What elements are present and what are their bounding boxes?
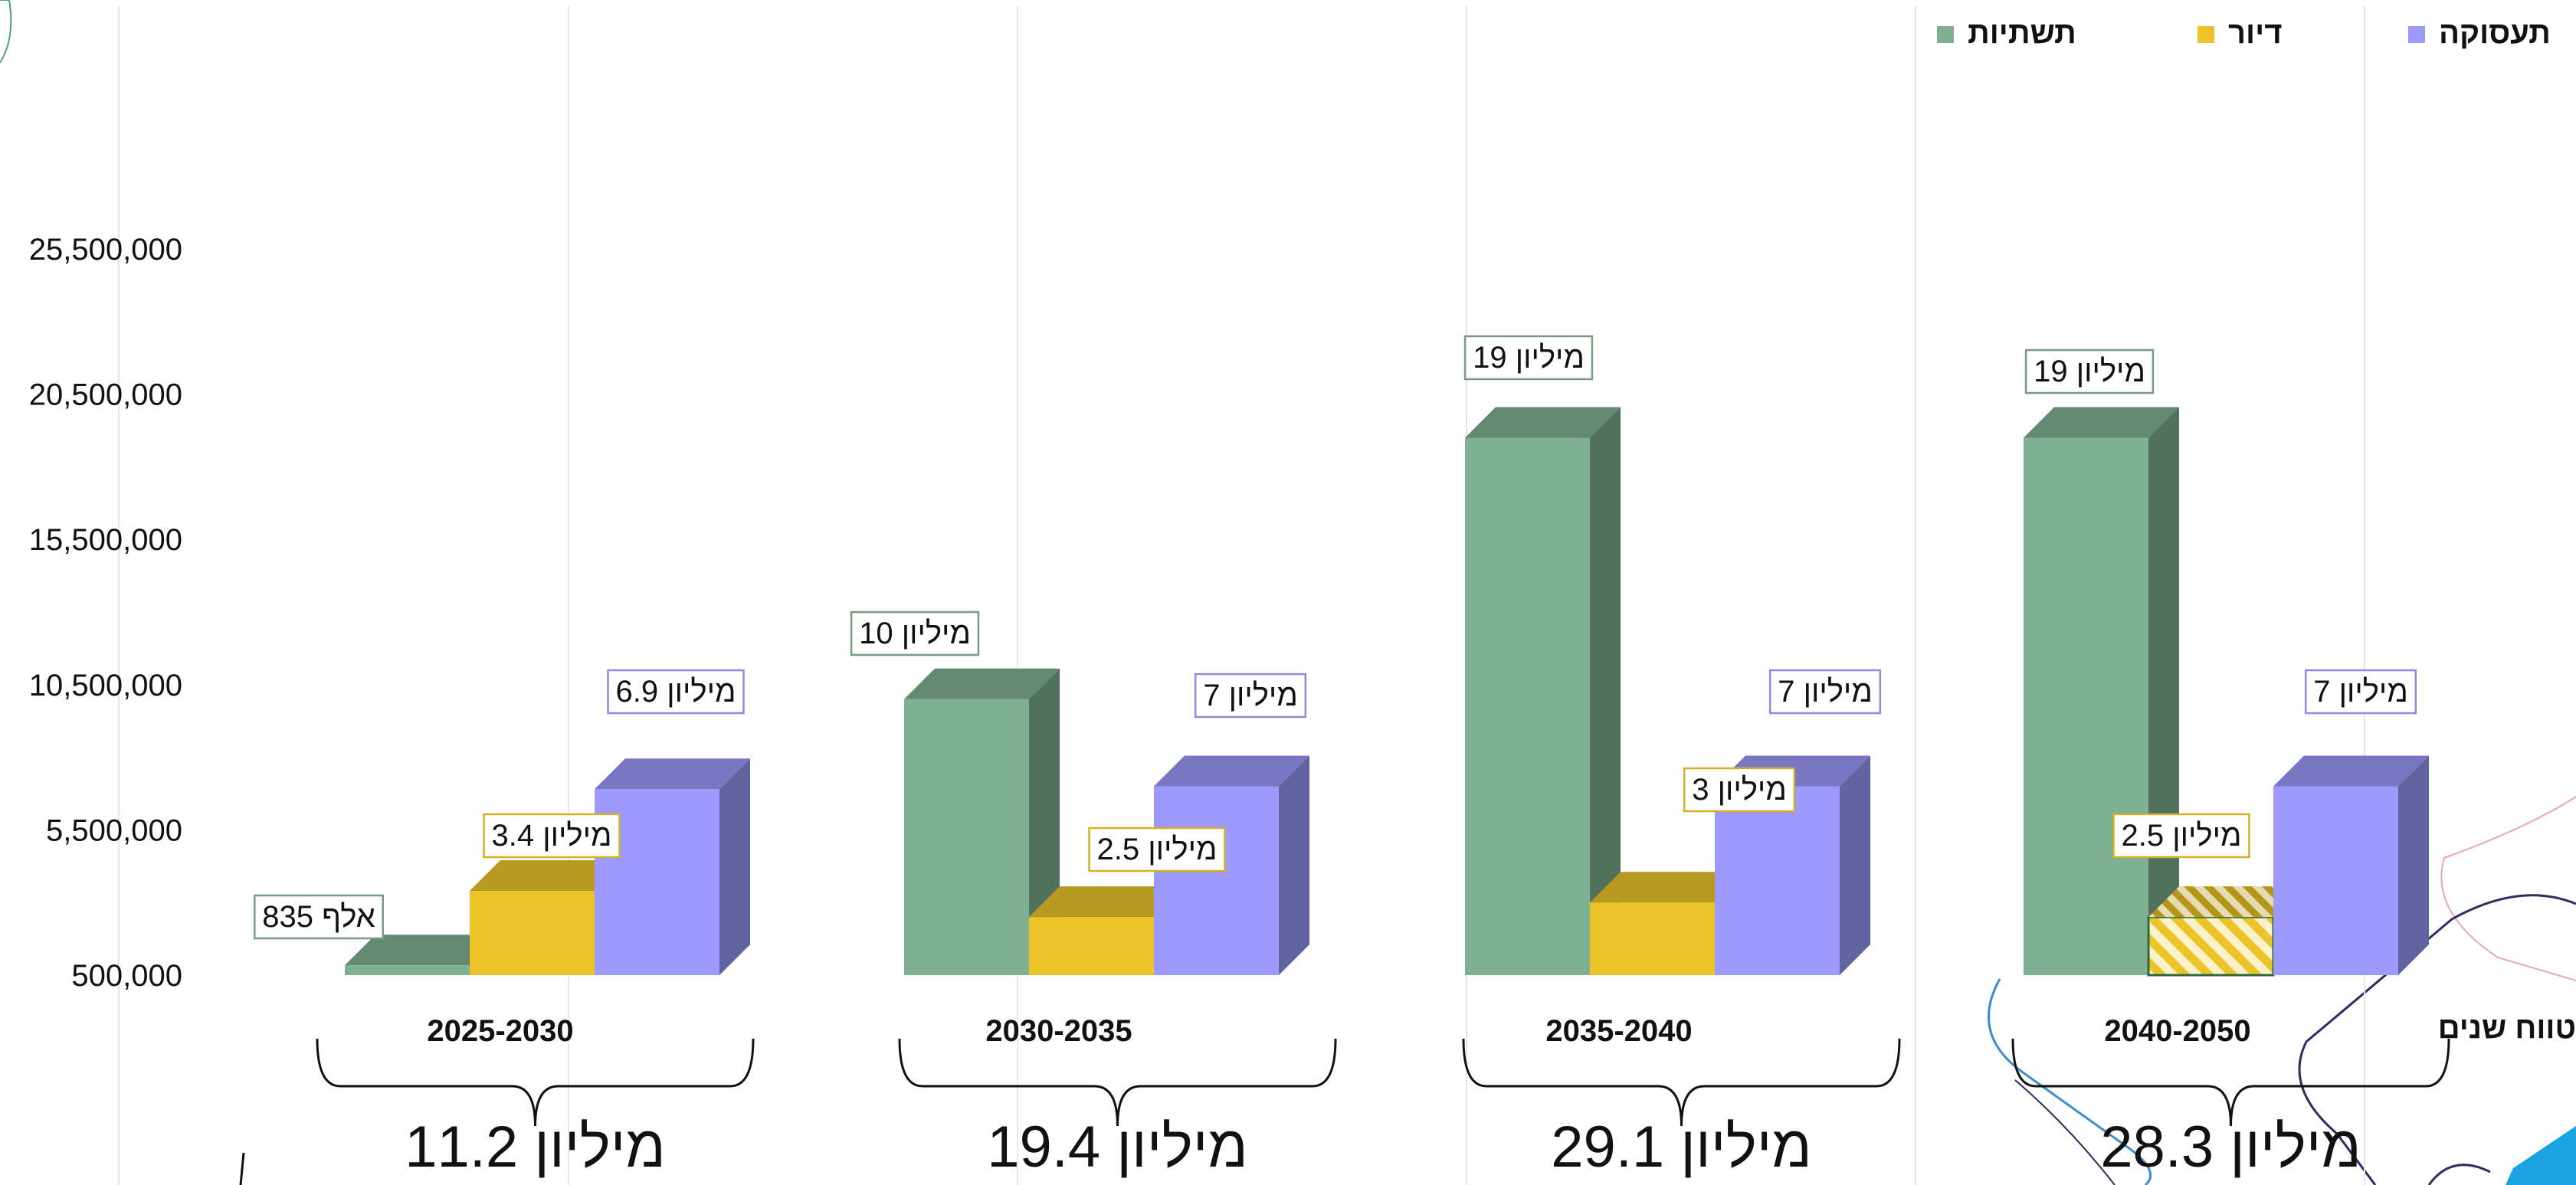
bar <box>345 935 500 975</box>
data-label-text: 3 מיליון <box>1692 773 1787 807</box>
legend-label: תשתיות <box>1968 16 2076 50</box>
data-label: 3.4 מיליון <box>483 813 621 859</box>
x-axis-title: טווח שנים <box>2438 1011 2576 1045</box>
total-bracket <box>1462 1038 1901 1127</box>
data-label: 10 מיליון <box>850 611 980 656</box>
gridlines <box>118 6 2365 1185</box>
x-axis: 2025-2030 2030-2035 2035-2040 2040-2050 טווח… <box>427 1011 2576 1048</box>
data-label: 19 מיליון <box>2024 349 2155 394</box>
data-label: 7 מיליון <box>1194 673 1307 719</box>
data-label: 6.9 מיליון <box>607 669 745 715</box>
data-label-text: 7 מיליון <box>1203 679 1298 712</box>
data-label-text: 7 מיליון <box>2313 675 2408 709</box>
bar <box>595 758 750 975</box>
total-bracket <box>316 1038 755 1127</box>
data-label-text: 7 מיליון <box>1778 675 1873 709</box>
data-label-text: 3.4 מיליון <box>492 819 612 853</box>
x-category-label: 2040-2050 <box>2104 1014 2250 1048</box>
bar <box>1590 872 1745 975</box>
legend-swatch <box>1937 26 1954 43</box>
data-label: 7 מיליון <box>1768 669 1882 715</box>
group-total: 28.3 מיליון <box>2100 1115 2361 1180</box>
x-category-label: 2035-2040 <box>1545 1014 1692 1048</box>
legend-label: תעסוקה <box>2439 16 2551 50</box>
legend-label: דיור <box>2228 16 2282 50</box>
data-label-text: 2.5 מיליון <box>1097 833 1218 866</box>
legend-swatch <box>2408 26 2425 43</box>
bar <box>470 860 625 975</box>
y-tick-label: 10,500,000 <box>29 669 182 702</box>
data-label: 835 אלף <box>254 894 384 940</box>
x-category-label: 2030-2035 <box>985 1014 1132 1048</box>
group-total: 11.2 מיליון <box>405 1115 666 1180</box>
y-tick-label: 25,500,000 <box>29 233 182 267</box>
bar <box>2273 755 2429 975</box>
total-bracket <box>898 1038 1337 1127</box>
x-category-label: 2025-2030 <box>427 1014 573 1048</box>
group-total: 19.4 מיליון <box>987 1115 1248 1180</box>
data-label-text: 2.5 מיליון <box>2122 819 2242 853</box>
data-label: 19 מיליון <box>1463 335 1594 381</box>
bars <box>345 407 2429 977</box>
legend: תשתיות דיור תעסוקה <box>1937 16 2551 50</box>
bar <box>1715 755 1870 975</box>
bar <box>1465 407 1621 975</box>
legend-item: תשתיות <box>1937 16 2076 50</box>
legend-swatch <box>2197 26 2214 43</box>
bar <box>2024 407 2179 975</box>
data-label-text: 835 אלף <box>262 900 375 934</box>
data-label: 3 מיליון <box>1683 767 1796 813</box>
legend-item: דיור <box>2197 16 2282 50</box>
y-tick-label: 500,000 <box>71 959 182 993</box>
y-axis: 500,000 5,500,000 10,500,000 15,500,000 20,5… <box>29 233 182 993</box>
data-label-text: 6.9 מיליון <box>616 675 736 709</box>
data-label-text: 10 מיליון <box>859 617 971 650</box>
data-labels: 835 אלף 3.4 מיליון 6.9 מיליון 10 מיליון 2.5 … <box>254 335 2417 940</box>
data-label: 2.5 מיליון <box>1088 827 1226 872</box>
y-tick-label: 5,500,000 <box>46 813 182 847</box>
data-label: 7 מיליון <box>2304 669 2417 715</box>
total-bracket <box>2011 1038 2450 1127</box>
bar <box>1029 886 1185 975</box>
total-brackets: 11.2 מיליון 19.4 מיליון 29.1 מיליון 28.3 מי… <box>316 1038 2450 1180</box>
y-tick-label: 20,500,000 <box>29 378 182 412</box>
data-label-text: 19 מיליון <box>1473 341 1585 375</box>
data-label-text: 19 מיליון <box>2034 355 2145 388</box>
y-tick-label: 15,500,000 <box>29 523 182 557</box>
group-total: 29.1 מיליון <box>1551 1115 1812 1180</box>
bar <box>1154 755 1309 975</box>
data-label: 2.5 מיליון <box>2112 813 2250 859</box>
legend-item: תעסוקה <box>2408 16 2551 50</box>
